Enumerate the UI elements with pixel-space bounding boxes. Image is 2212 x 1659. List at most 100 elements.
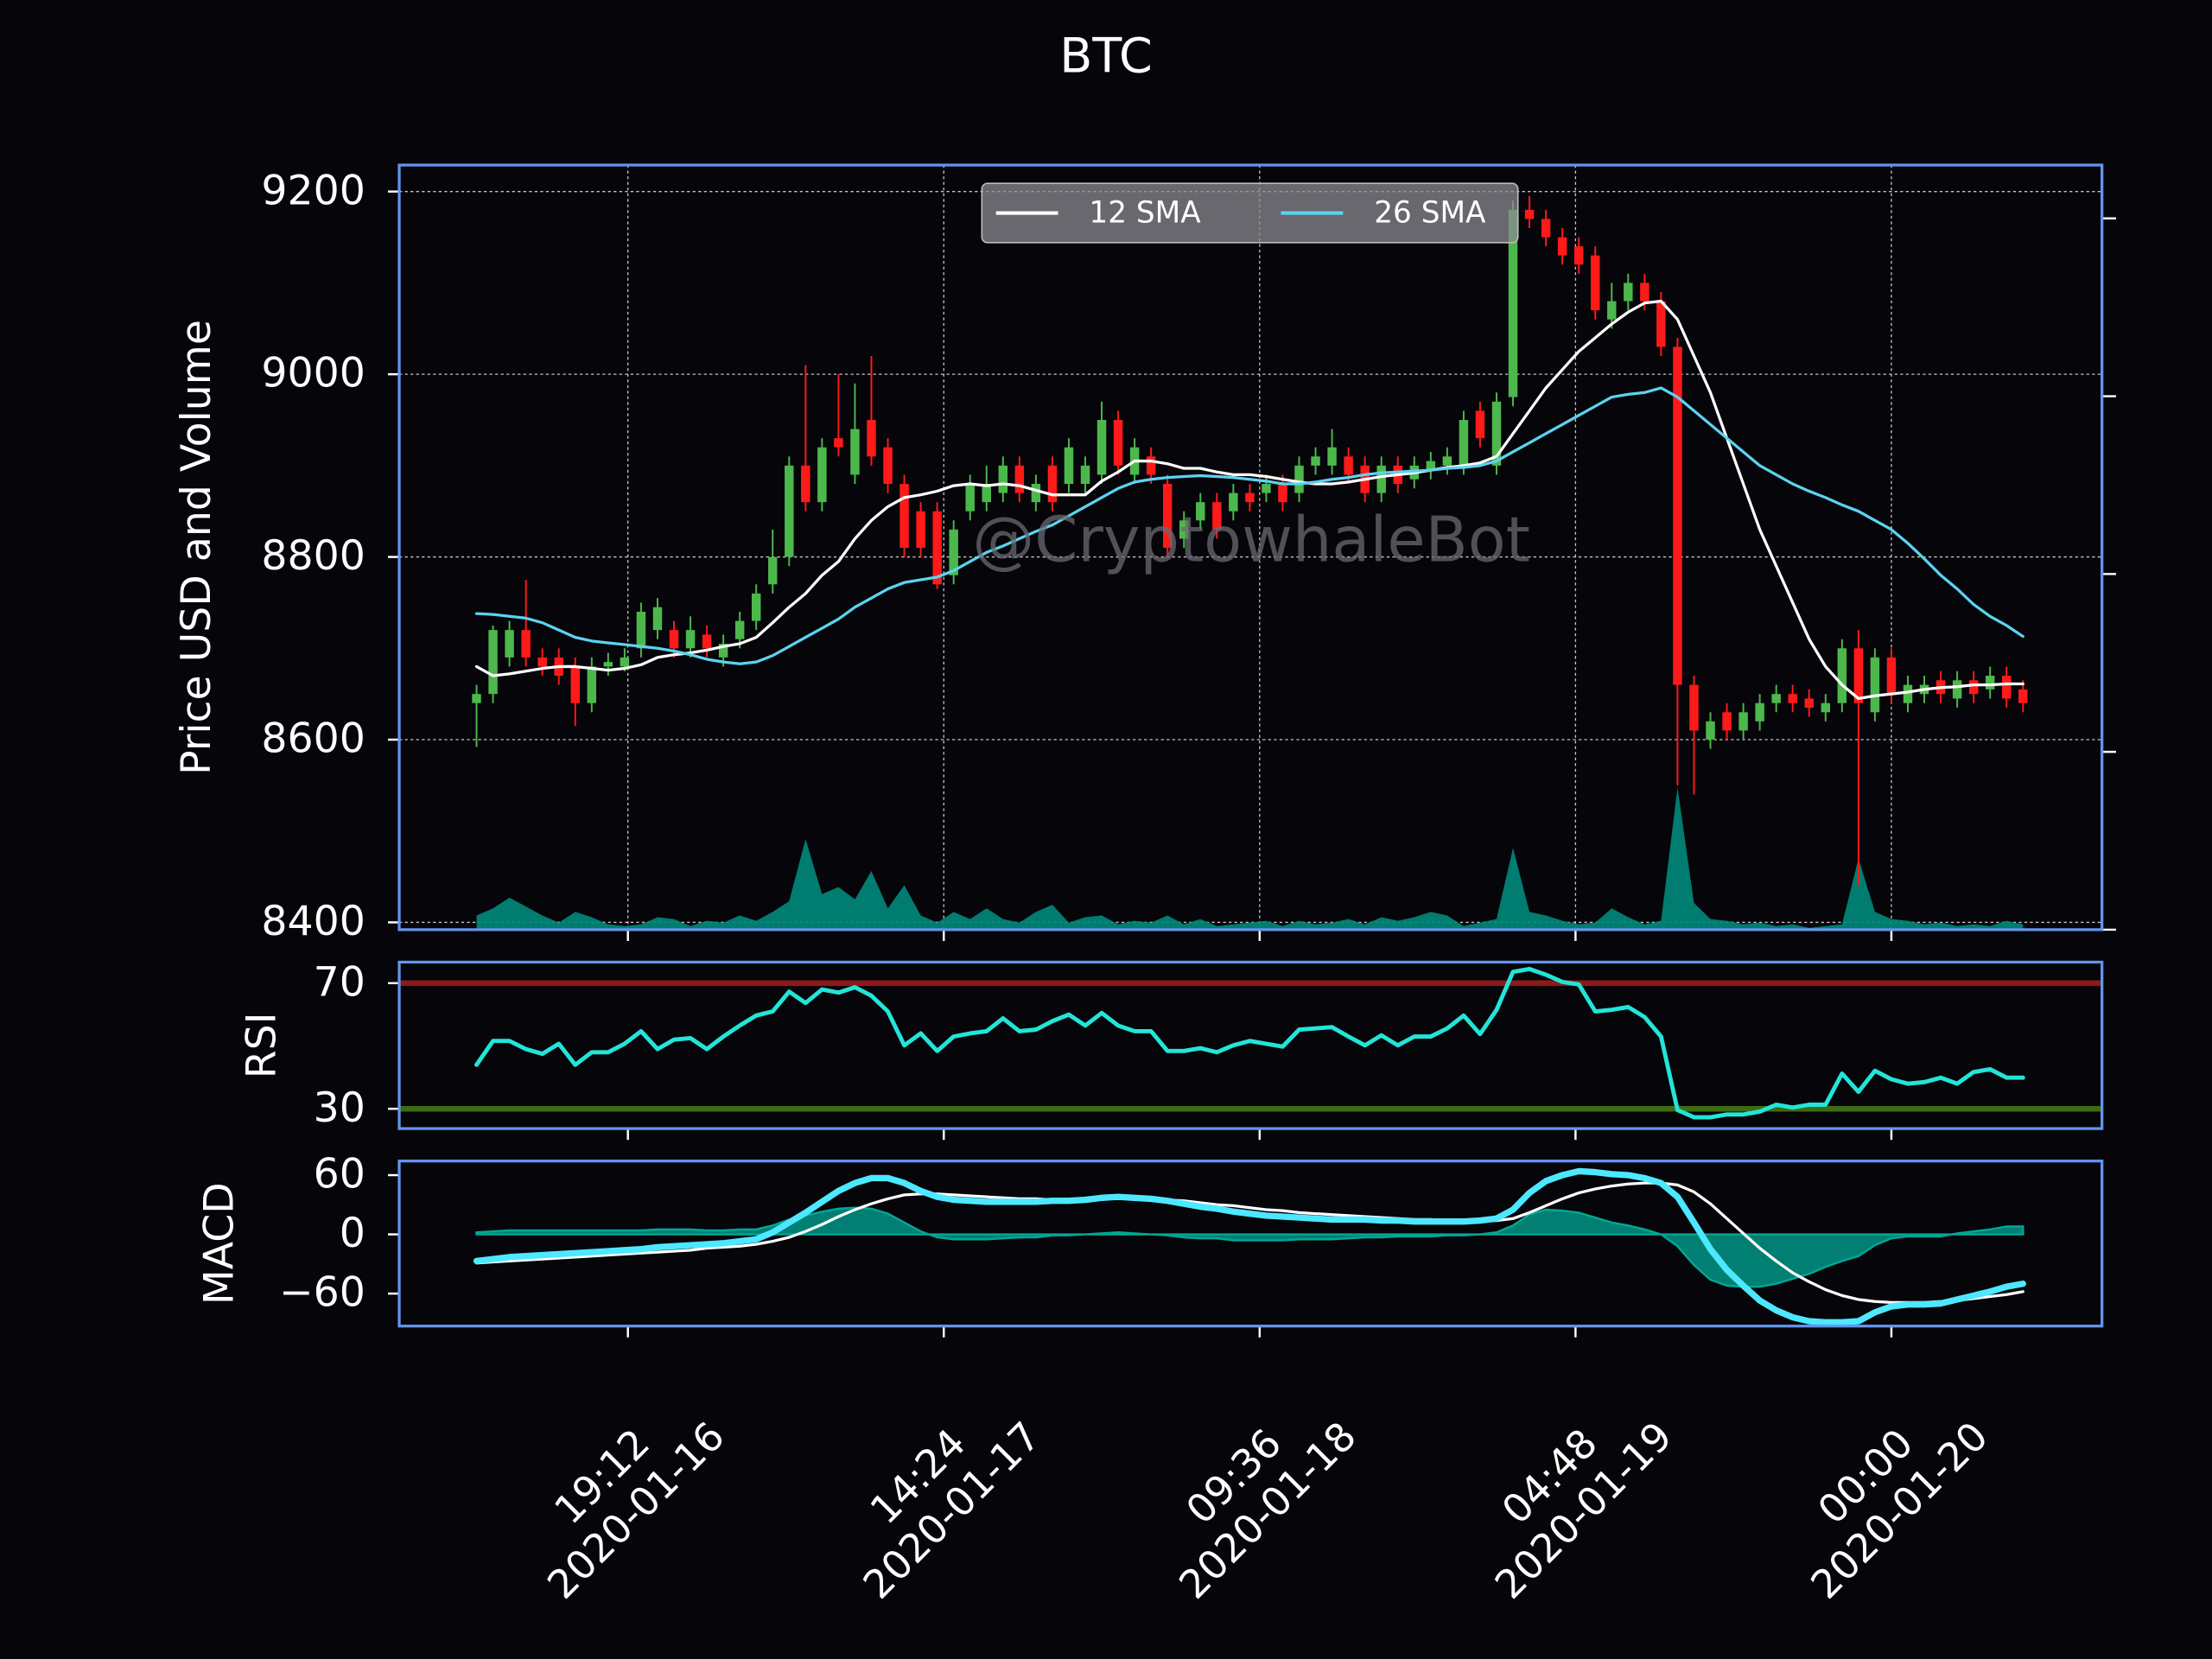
candle-body [1162, 483, 1173, 548]
y-tick-label: 60 [314, 1151, 365, 1198]
candle-body [1113, 419, 1123, 466]
candle-body [1788, 694, 1797, 703]
volume-area [476, 787, 2024, 930]
candle-body [801, 465, 810, 503]
candle-body [1541, 219, 1551, 238]
candle-body [1870, 657, 1880, 713]
y-axis-label: MACD [195, 1182, 243, 1305]
y-tick-label: 8600 [261, 715, 365, 763]
candle-body [899, 483, 909, 548]
candle-body [2001, 676, 2012, 699]
candle-body [1376, 465, 1386, 493]
candle-body [1080, 465, 1090, 484]
candle-body [1952, 680, 1962, 699]
candle-body [1278, 483, 1287, 503]
candle-body [1706, 721, 1715, 741]
y-axis-label: RSI [238, 1012, 285, 1078]
candle-body [488, 630, 498, 695]
y-tick-label: 70 [314, 958, 365, 1006]
candle-body [1475, 410, 1485, 439]
candle-body [1245, 493, 1255, 503]
plot-frame [397, 1160, 2104, 1328]
candle-body [521, 630, 531, 658]
candle-body [1426, 461, 1436, 471]
y-tick-label: −60 [279, 1269, 365, 1317]
candle-body [867, 419, 876, 457]
candle-body [1229, 493, 1238, 512]
candle-body [850, 429, 860, 475]
plot-frame [397, 960, 2104, 1130]
candle-body [1508, 209, 1518, 397]
candle-body [1804, 698, 1814, 709]
y-tick-label: 9200 [261, 167, 365, 214]
legend-box [981, 182, 1519, 244]
series-line [474, 386, 2024, 665]
candle-body [1853, 648, 1864, 703]
candle-body [768, 556, 778, 585]
candle-body [669, 630, 679, 649]
candle-body [537, 657, 547, 667]
candle-body [998, 465, 1008, 493]
candle-body [751, 593, 761, 621]
candle-body [1640, 283, 1649, 302]
candle-body [1573, 246, 1584, 265]
candle-body [1837, 648, 1847, 703]
candle-body [932, 511, 942, 585]
candle-body [570, 666, 580, 703]
y-tick-label: 8400 [261, 898, 365, 945]
y-axis-label: Price USD and Volume [173, 320, 220, 775]
candle-body [1196, 502, 1205, 521]
candle-body [1344, 456, 1353, 475]
candle-body [1591, 255, 1600, 311]
y-tick-label: 8800 [261, 532, 365, 580]
candle-body [1031, 483, 1041, 503]
candle-body [1064, 447, 1074, 484]
candle-body [1968, 680, 1979, 695]
candle-body [1722, 712, 1732, 731]
candle-body [1738, 712, 1748, 731]
candle-body [1096, 419, 1107, 475]
candle-body [734, 620, 745, 639]
legend: 12 SMA 26 SMA [981, 182, 1519, 244]
candle-body [1689, 684, 1699, 731]
candle-body [785, 465, 794, 557]
candle-body [1985, 676, 1995, 690]
watermark: @CryptowhaleBot [972, 504, 1530, 576]
candle-body [1179, 520, 1189, 539]
candle-body [1014, 465, 1025, 493]
candle-body [1047, 465, 1058, 503]
candle-body [817, 447, 827, 503]
candle-body [1442, 456, 1452, 466]
candle-body [1524, 209, 1535, 219]
candle-body [1294, 465, 1304, 493]
candle-body [702, 634, 712, 649]
candle-body [2018, 689, 2028, 703]
candle-body [1656, 301, 1666, 347]
candle-body [1886, 657, 1897, 695]
candle-body [834, 438, 843, 448]
histogram-area [475, 1206, 2024, 1288]
y-tick-label: 30 [314, 1084, 365, 1132]
candle-body [1491, 401, 1502, 466]
candle-body [505, 630, 514, 658]
candle-body [718, 644, 728, 658]
candle-body [587, 666, 597, 703]
chart-title: BTC [1059, 29, 1152, 85]
candle-body [620, 657, 630, 667]
legend-label: 26 SMA [1374, 196, 1486, 231]
candle-body [1327, 447, 1337, 466]
series-line [474, 967, 2025, 1120]
candle-body [1557, 237, 1567, 256]
candle-body [652, 607, 663, 631]
candle-body [982, 483, 991, 503]
candle-body [883, 447, 893, 484]
candle-body [1459, 419, 1469, 466]
candle-body [1821, 702, 1831, 713]
candle-body [949, 529, 958, 575]
candle-body [685, 630, 696, 649]
candle-body [1624, 283, 1633, 302]
legend-label: 12 SMA [1089, 196, 1201, 231]
candle-body [472, 694, 481, 703]
